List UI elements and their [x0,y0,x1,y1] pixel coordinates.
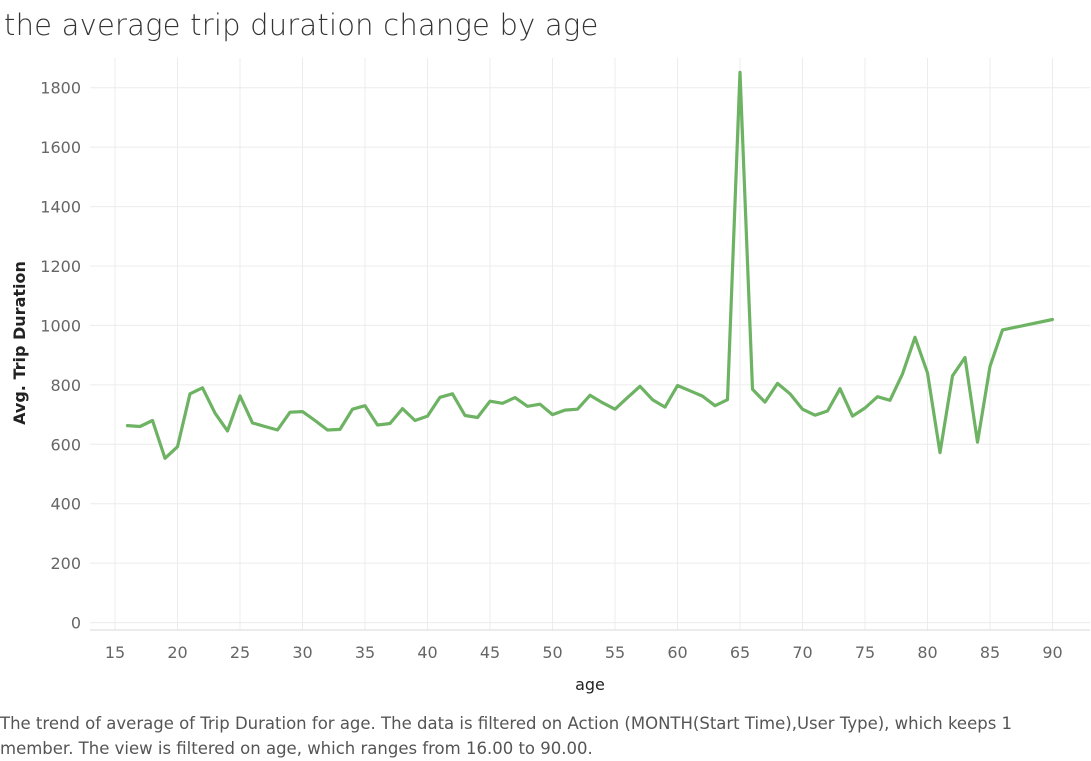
x-tick-label: 90 [1042,643,1062,662]
y-tick-label: 600 [50,435,81,454]
x-tick-label: 30 [292,643,312,662]
x-tick-label: 65 [730,643,750,662]
x-axis-ticks: 15 20 25 30 35 40 45 50 55 60 65 70 75 80 85 90 [105,643,1063,662]
x-tick-label: 45 [480,643,500,662]
line-chart: 0 200 400 600 800 1000 1200 1400 1600 1800 15 20 25… [10,58,1090,694]
x-tick-label: 85 [980,643,1000,662]
y-tick-label: 1200 [40,257,81,276]
x-tick-label: 75 [855,643,875,662]
x-tick-label: 60 [667,643,687,662]
x-tick-label: 80 [917,643,937,662]
x-axis-label: age [575,675,605,694]
y-tick-label: 200 [50,554,81,573]
x-tick-label: 55 [605,643,625,662]
y-axis-ticks: 0 200 400 600 800 1000 1200 1400 1600 1800 [40,79,81,633]
y-tick-label: 1600 [40,138,81,157]
x-tick-label: 20 [167,643,187,662]
grid-lines [90,58,1090,631]
y-tick-label: 1000 [40,316,81,335]
x-tick-label: 35 [355,643,375,662]
series-line [125,70,1055,460]
x-tick-label: 50 [542,643,562,662]
y-tick-label: 400 [50,495,81,514]
chart-title: the average trip duration change by age [4,8,599,42]
x-tick-label: 70 [792,643,812,662]
chart-caption: The trend of average of Trip Duration fo… [0,714,1013,758]
y-tick-label: 800 [50,376,81,395]
y-tick-label: 1400 [40,198,81,217]
y-axis-label: Avg. Trip Duration [10,261,29,425]
x-tick-label: 40 [417,643,437,662]
y-tick-label: 1800 [40,79,81,98]
series-layer [125,70,1055,460]
x-tick-label: 25 [230,643,250,662]
y-tick-label: 0 [71,614,81,633]
x-tick-label: 15 [105,643,125,662]
